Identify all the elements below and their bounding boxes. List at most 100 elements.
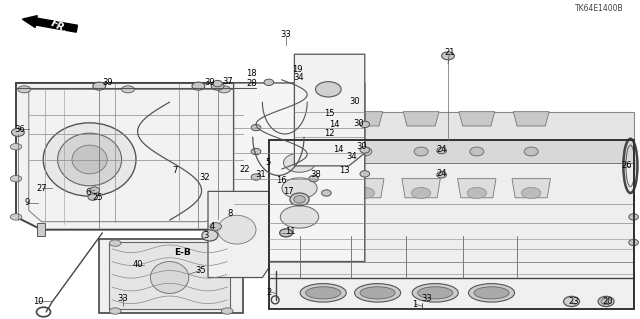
- Text: 30: 30: [356, 142, 367, 151]
- Ellipse shape: [355, 188, 374, 198]
- Ellipse shape: [474, 287, 509, 299]
- Text: 14: 14: [329, 120, 339, 129]
- Ellipse shape: [355, 284, 401, 302]
- Text: 26: 26: [622, 161, 632, 170]
- Text: 23: 23: [568, 297, 579, 306]
- Ellipse shape: [218, 215, 256, 244]
- Ellipse shape: [212, 80, 223, 87]
- Ellipse shape: [251, 124, 261, 131]
- Ellipse shape: [282, 178, 317, 198]
- Polygon shape: [402, 179, 440, 198]
- Text: 37: 37: [223, 77, 233, 86]
- Text: 38: 38: [311, 170, 321, 179]
- Ellipse shape: [412, 284, 458, 302]
- Ellipse shape: [88, 194, 98, 200]
- Ellipse shape: [306, 287, 341, 299]
- Ellipse shape: [192, 82, 205, 90]
- Polygon shape: [459, 112, 495, 126]
- Ellipse shape: [18, 86, 31, 93]
- Ellipse shape: [122, 86, 134, 93]
- Polygon shape: [269, 262, 634, 309]
- Text: 25: 25: [93, 193, 103, 202]
- Text: 39: 39: [204, 78, 214, 87]
- Polygon shape: [269, 140, 634, 163]
- Text: 33: 33: [281, 30, 291, 39]
- Ellipse shape: [221, 240, 233, 246]
- Ellipse shape: [72, 145, 108, 174]
- Ellipse shape: [300, 284, 346, 302]
- Polygon shape: [512, 179, 550, 198]
- Polygon shape: [513, 112, 549, 126]
- Ellipse shape: [360, 147, 370, 153]
- Ellipse shape: [360, 121, 370, 128]
- Polygon shape: [458, 179, 496, 198]
- Polygon shape: [292, 179, 331, 198]
- Ellipse shape: [360, 171, 370, 177]
- Text: 18: 18: [246, 69, 257, 78]
- Text: 33: 33: [421, 294, 431, 303]
- Text: 14: 14: [333, 145, 343, 154]
- Text: 3: 3: [204, 231, 209, 240]
- Ellipse shape: [522, 188, 541, 198]
- Ellipse shape: [358, 147, 372, 156]
- Ellipse shape: [90, 187, 100, 193]
- Ellipse shape: [109, 308, 121, 314]
- Ellipse shape: [470, 147, 484, 156]
- Ellipse shape: [280, 229, 292, 237]
- Bar: [99, 239, 243, 313]
- Text: 17: 17: [283, 187, 293, 196]
- Polygon shape: [294, 54, 365, 166]
- Polygon shape: [269, 140, 634, 262]
- Ellipse shape: [467, 188, 486, 198]
- Ellipse shape: [12, 129, 24, 137]
- Text: 21: 21: [444, 48, 454, 57]
- Text: 13: 13: [339, 166, 349, 175]
- Ellipse shape: [302, 188, 321, 198]
- Text: 22: 22: [240, 165, 250, 174]
- Text: FR.: FR.: [49, 18, 69, 35]
- FancyArrow shape: [22, 16, 77, 32]
- Polygon shape: [294, 112, 330, 126]
- Text: 24: 24: [436, 169, 447, 178]
- Ellipse shape: [264, 79, 274, 85]
- Ellipse shape: [10, 144, 22, 150]
- Text: 30: 30: [353, 119, 364, 128]
- Polygon shape: [109, 242, 230, 309]
- Polygon shape: [403, 112, 439, 126]
- Polygon shape: [16, 83, 256, 230]
- Ellipse shape: [598, 296, 614, 307]
- Ellipse shape: [305, 147, 319, 156]
- Ellipse shape: [251, 174, 261, 180]
- Text: 39: 39: [102, 78, 113, 87]
- Text: 11: 11: [285, 227, 295, 236]
- Ellipse shape: [360, 287, 396, 299]
- Polygon shape: [208, 191, 269, 278]
- Ellipse shape: [218, 86, 230, 93]
- Ellipse shape: [280, 206, 319, 228]
- Ellipse shape: [321, 190, 332, 196]
- Ellipse shape: [93, 82, 106, 90]
- Ellipse shape: [10, 214, 22, 220]
- Text: 2: 2: [267, 288, 272, 297]
- Text: 31: 31: [255, 170, 266, 179]
- Text: 30: 30: [349, 97, 360, 106]
- Ellipse shape: [316, 82, 341, 97]
- Text: 32: 32: [200, 173, 210, 182]
- Ellipse shape: [284, 153, 316, 172]
- Ellipse shape: [412, 188, 431, 198]
- Ellipse shape: [58, 133, 122, 186]
- Ellipse shape: [44, 123, 136, 196]
- Ellipse shape: [564, 296, 580, 307]
- Text: 19: 19: [292, 65, 302, 74]
- Text: 35: 35: [195, 266, 205, 275]
- Text: 36: 36: [14, 125, 24, 134]
- Ellipse shape: [150, 262, 189, 293]
- Ellipse shape: [10, 175, 22, 182]
- Polygon shape: [269, 112, 634, 140]
- Ellipse shape: [629, 214, 639, 220]
- Ellipse shape: [308, 175, 319, 182]
- Ellipse shape: [436, 147, 447, 154]
- Ellipse shape: [211, 82, 224, 90]
- Polygon shape: [37, 223, 45, 236]
- Text: 24: 24: [436, 145, 447, 154]
